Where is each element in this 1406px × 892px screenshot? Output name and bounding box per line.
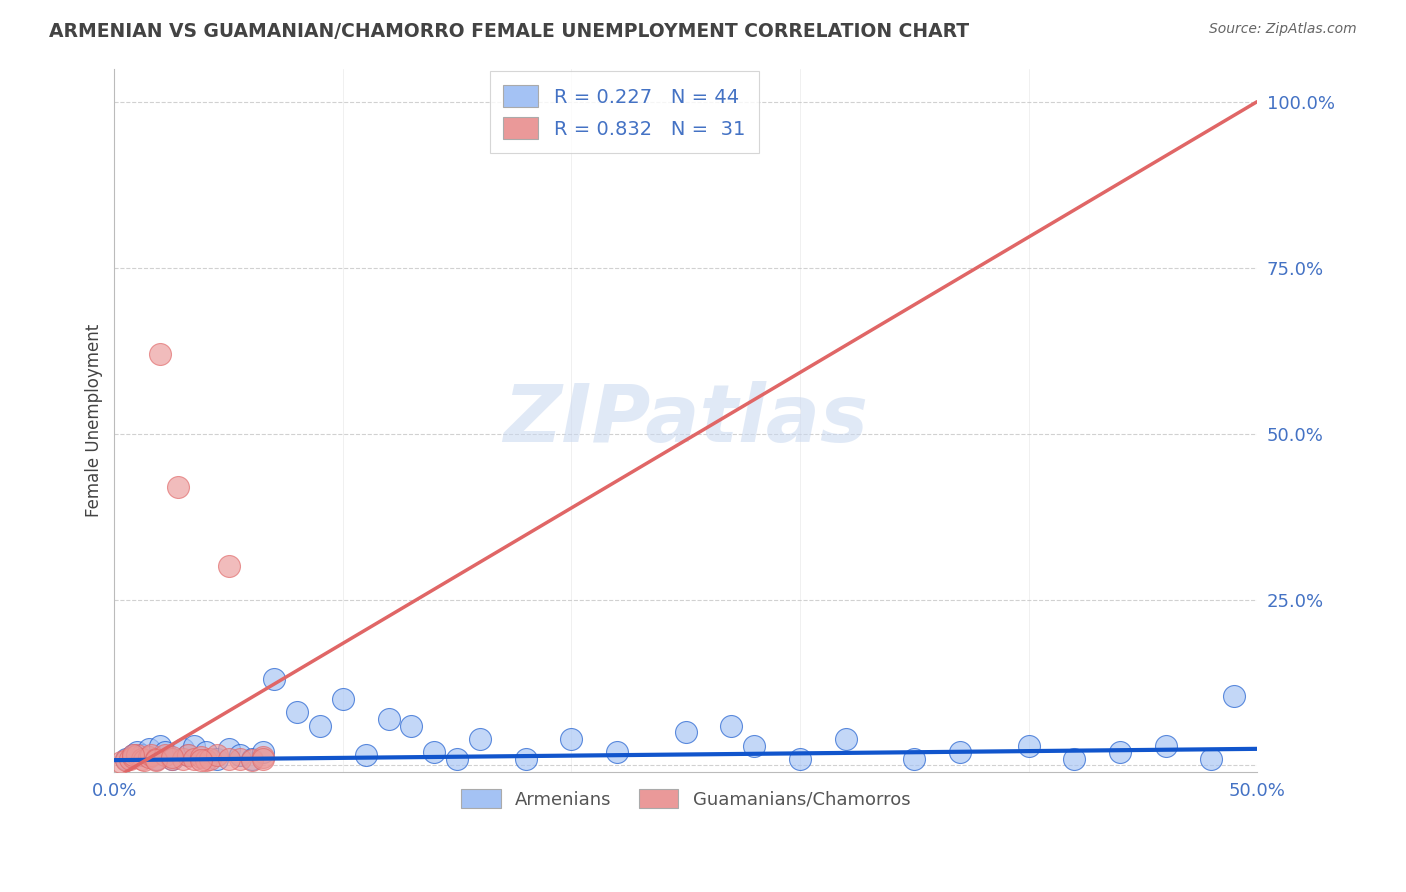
Point xyxy=(252,750,274,764)
Point xyxy=(560,731,582,746)
Point xyxy=(229,748,252,763)
Point xyxy=(115,753,138,767)
Point xyxy=(183,739,205,753)
Point xyxy=(468,731,491,746)
Y-axis label: Female Unemployment: Female Unemployment xyxy=(86,324,103,517)
Point xyxy=(515,752,537,766)
Point xyxy=(145,753,167,767)
Text: ZIPatlas: ZIPatlas xyxy=(503,381,869,459)
Point xyxy=(789,752,811,766)
Point xyxy=(240,752,263,766)
Point xyxy=(207,752,229,766)
Point xyxy=(121,748,143,763)
Point xyxy=(127,748,149,763)
Point xyxy=(172,742,194,756)
Text: Source: ZipAtlas.com: Source: ZipAtlas.com xyxy=(1209,22,1357,37)
Point xyxy=(720,718,742,732)
Point xyxy=(176,748,198,763)
Point xyxy=(131,748,153,763)
Point xyxy=(200,752,222,766)
Point xyxy=(1109,745,1132,759)
Point xyxy=(252,752,274,766)
Point xyxy=(1154,739,1177,753)
Point xyxy=(229,752,252,766)
Point xyxy=(1018,739,1040,753)
Point xyxy=(218,559,240,574)
Point xyxy=(834,731,856,746)
Point xyxy=(190,750,212,764)
Legend: Armenians, Guamanians/Chamorros: Armenians, Guamanians/Chamorros xyxy=(454,782,918,816)
Point xyxy=(742,739,765,753)
Point xyxy=(194,753,217,767)
Point xyxy=(1063,752,1085,766)
Point xyxy=(138,750,160,764)
Point xyxy=(194,745,217,759)
Point xyxy=(1223,689,1246,703)
Point xyxy=(120,752,142,766)
Point xyxy=(149,739,172,753)
Point xyxy=(218,752,240,766)
Point xyxy=(190,753,212,767)
Point xyxy=(153,745,176,759)
Point xyxy=(218,742,240,756)
Point xyxy=(606,745,628,759)
Point xyxy=(446,752,468,766)
Point xyxy=(115,752,138,766)
Point xyxy=(401,718,423,732)
Point xyxy=(183,752,205,766)
Point xyxy=(949,745,972,759)
Point xyxy=(160,750,183,764)
Point xyxy=(263,672,285,686)
Point xyxy=(207,748,229,763)
Point xyxy=(127,745,149,759)
Point xyxy=(172,752,194,766)
Point xyxy=(153,748,176,763)
Point xyxy=(903,752,925,766)
Point xyxy=(121,748,143,763)
Point xyxy=(167,480,190,494)
Point xyxy=(332,692,354,706)
Point xyxy=(675,725,697,739)
Point xyxy=(149,347,172,361)
Point xyxy=(134,753,156,767)
Point xyxy=(138,742,160,756)
Point xyxy=(285,706,308,720)
Point xyxy=(423,745,446,759)
Point xyxy=(145,752,167,766)
Point xyxy=(377,712,399,726)
Point xyxy=(252,745,274,759)
Point xyxy=(309,718,332,732)
Point xyxy=(145,752,167,766)
Point xyxy=(354,748,377,763)
Text: ARMENIAN VS GUAMANIAN/CHAMORRO FEMALE UNEMPLOYMENT CORRELATION CHART: ARMENIAN VS GUAMANIAN/CHAMORRO FEMALE UN… xyxy=(49,22,969,41)
Point xyxy=(176,748,198,763)
Point xyxy=(1201,752,1223,766)
Point xyxy=(160,752,183,766)
Point xyxy=(160,752,183,766)
Point xyxy=(121,750,143,764)
Point xyxy=(139,748,162,763)
Point xyxy=(240,753,263,767)
Point xyxy=(110,755,132,769)
Point xyxy=(131,752,153,766)
